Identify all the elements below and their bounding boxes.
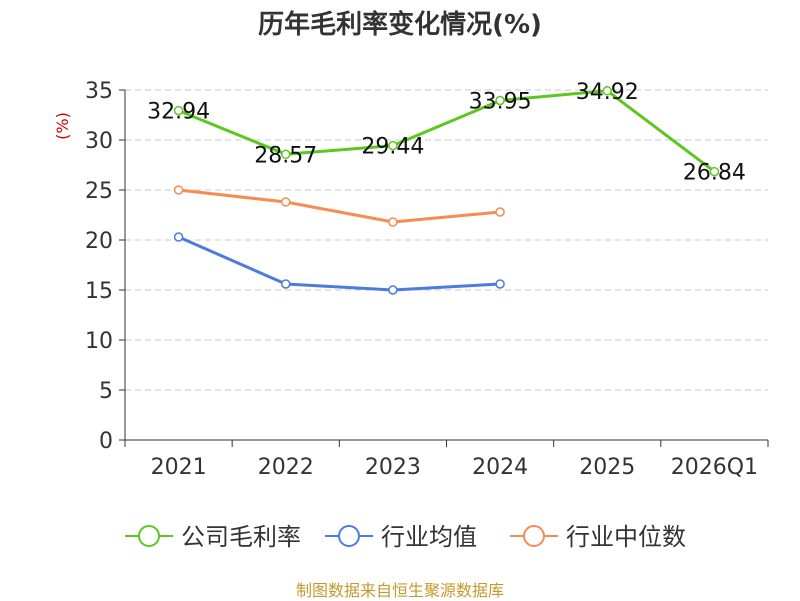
y-tick-label: 35 xyxy=(85,79,113,104)
x-tick-label-2021: 2021 xyxy=(151,455,207,480)
legend-marker xyxy=(338,525,360,547)
data-label: 29.44 xyxy=(361,135,424,160)
series-1-point-0 xyxy=(173,232,184,242)
series-0-point-3 xyxy=(495,95,505,106)
grid-lines xyxy=(125,89,768,391)
series-0-point-1 xyxy=(281,149,291,160)
data-label: 28.57 xyxy=(254,143,317,168)
legend-item-2[interactable]: 行业中位数 xyxy=(510,523,686,551)
y-tick-label: 20 xyxy=(85,229,113,254)
y-tick-label: 5 xyxy=(99,379,113,404)
series-0-point-2 xyxy=(388,140,398,151)
legend-item-1[interactable]: 行业均值 xyxy=(325,523,477,551)
series-line-0 xyxy=(178,89,716,173)
series-2-point-1 xyxy=(281,197,291,207)
x-tick-label-2025: 2025 xyxy=(579,455,635,480)
series-line-2 xyxy=(178,188,501,224)
series-0-point-4 xyxy=(602,86,612,96)
series-1-point-2 xyxy=(388,285,398,295)
series-0-point-5 xyxy=(709,166,720,177)
data-label: 33.95 xyxy=(469,90,532,115)
x-tick-label-2022: 2022 xyxy=(258,455,314,480)
data-label: 26.84 xyxy=(683,161,746,186)
series-2-point-3 xyxy=(495,207,505,217)
series-1-point-3 xyxy=(495,279,505,289)
data-label: 34.92 xyxy=(576,80,639,105)
legend-label: 公司毛利率 xyxy=(181,523,301,551)
legend-label: 行业中位数 xyxy=(566,523,686,551)
series-2-point-2 xyxy=(388,217,398,227)
legend[interactable]: 公司毛利率 行业均值 行业中位数 xyxy=(125,523,686,551)
x-tick-label-2023: 2023 xyxy=(365,455,421,480)
legend-marker xyxy=(138,525,160,547)
y-tick-label: 15 xyxy=(85,279,113,304)
y-tick-label: 30 xyxy=(85,129,113,154)
series-line-1 xyxy=(177,235,501,292)
data-label: 32.94 xyxy=(147,100,210,125)
chart-title: 历年毛利率变化情况(%) xyxy=(258,10,542,40)
legend-label: 行业均值 xyxy=(381,523,477,551)
source-note: 制图数据来自恒生聚源数据库 xyxy=(295,581,504,600)
y-tick-label: 25 xyxy=(85,179,113,204)
series-1-point-1 xyxy=(281,279,291,289)
legend-item-0[interactable]: 公司毛利率 xyxy=(125,523,301,551)
series-lines xyxy=(173,86,720,295)
series-0-point-0 xyxy=(173,105,184,116)
y-axis-label: (%) xyxy=(53,112,72,140)
y-tick-label: 10 xyxy=(85,329,113,354)
x-tick-label-2024: 2024 xyxy=(472,455,528,480)
y-tick-label: 0 xyxy=(99,429,113,454)
series-2-point-0 xyxy=(173,185,184,195)
data-labels: 32.94 28.57 29.44 33.95 34.92 26.84 xyxy=(147,80,746,186)
x-tick-label-2026Q1: 2026Q1 xyxy=(671,455,758,480)
legend-marker xyxy=(523,525,545,547)
